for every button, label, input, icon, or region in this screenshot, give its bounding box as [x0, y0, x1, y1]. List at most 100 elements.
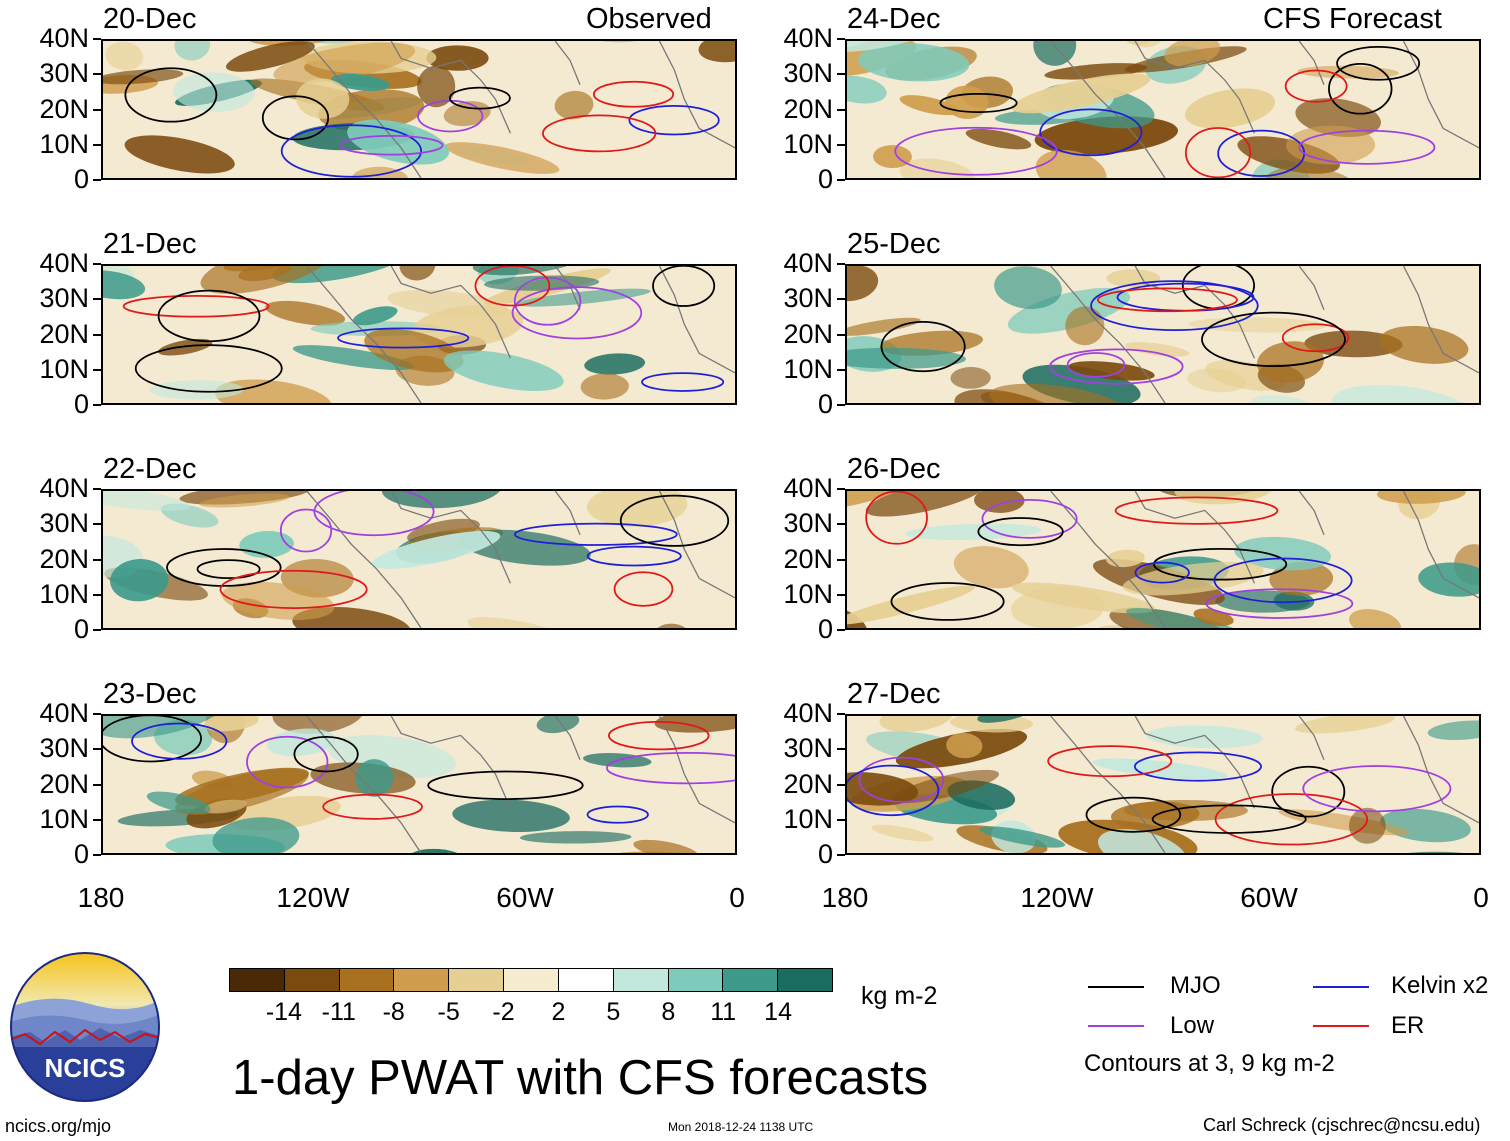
wave-contour: [1151, 804, 1307, 834]
footer-timestamp: Mon 2018-12-24 1138 UTC: [668, 1120, 814, 1134]
pwat-anomaly-blob: [351, 166, 409, 178]
pwat-anomaly-blob: [1348, 807, 1386, 844]
x-tick-label: 120W: [1020, 882, 1094, 913]
y-tick-label: 40N: [783, 248, 833, 278]
wave-contour: [157, 289, 261, 343]
pwat-anomaly-blob: [1065, 306, 1105, 346]
wave-contour: [586, 805, 649, 824]
y-tick-label: 10N: [39, 578, 89, 609]
coastline: [306, 41, 735, 178]
pwat-anomaly-blob: [272, 716, 366, 734]
y-tick-label: 10N: [39, 128, 89, 159]
pwat-anomaly-blob: [633, 839, 699, 853]
y-tick-label: 40N: [39, 473, 89, 503]
colorbar-swatch: [504, 969, 559, 991]
y-tick: [837, 143, 845, 146]
wave-contour: [890, 582, 1005, 621]
y-tick-label: 10N: [783, 353, 833, 384]
y-tick: [837, 854, 845, 856]
wave-contour: [1328, 63, 1393, 115]
wave-contour: [166, 548, 282, 587]
colorbar-label: 5: [606, 998, 621, 1026]
pwat-anomaly-blob: [158, 338, 213, 356]
pwat-anomaly-blob: [296, 78, 350, 119]
pwat-anomaly-blob: [858, 43, 970, 82]
colorbar-swatch: [339, 969, 395, 991]
legend-er-label: ER: [1391, 1012, 1425, 1039]
wave-contour: [1039, 108, 1143, 157]
pwat-anomaly-blob: [103, 270, 146, 300]
pwat-anomaly-blob: [989, 383, 1124, 403]
legend-low-line: [1088, 1025, 1144, 1027]
pwat-anomaly-blob: [977, 716, 1043, 723]
wave-contour: [1085, 796, 1182, 833]
pwat-anomaly-blob: [1187, 368, 1247, 393]
pwat-anomaly-blob: [946, 732, 983, 759]
pwat-anomaly-blob: [979, 826, 1066, 848]
wave-contour: [977, 517, 1064, 547]
y-tick-label: 20N: [783, 93, 833, 124]
pwat-anomaly-blob: [965, 128, 1032, 150]
y-tick-label: 30N: [39, 508, 89, 539]
pwat-anomaly-blob: [417, 65, 456, 108]
legend-er-line: [1313, 1025, 1369, 1027]
wave-contour: [641, 372, 725, 392]
y-tick: [837, 368, 845, 371]
pwat-anomaly-blob: [292, 345, 414, 370]
y-tick-label: 30N: [783, 508, 833, 539]
legend-mjo-label: MJO: [1170, 972, 1221, 999]
wave-contour: [339, 134, 444, 156]
pwat-anomaly-blob: [124, 135, 235, 174]
y-tick: [93, 558, 101, 561]
wave-contour: [542, 114, 657, 153]
pwat-anomaly-blob: [204, 716, 259, 732]
colorbar-units: kg m-2: [861, 982, 938, 1010]
x-tick-label: 0: [1473, 882, 1489, 913]
logo-text: NCICS: [45, 1053, 126, 1083]
legend-mjo-line: [1088, 986, 1144, 988]
pwat-anomaly-blob: [103, 716, 222, 739]
wave-contour: [613, 571, 674, 607]
wave-contour: [1281, 323, 1350, 353]
y-tick: [837, 713, 845, 715]
pwat-anomaly-blob: [698, 41, 735, 63]
wave-contour: [1271, 765, 1346, 818]
coastline: [1050, 266, 1479, 403]
y-tick-label: 40N: [39, 23, 89, 53]
pwat-anomaly-blob: [371, 530, 501, 569]
wave-contour: [1302, 765, 1452, 813]
pwat-anomaly-blob: [1092, 758, 1228, 780]
pwat-anomaly-blob: [1106, 549, 1145, 568]
colorbar-label: -11: [321, 998, 356, 1026]
pwat-anomaly-blob: [221, 581, 335, 620]
x-tick-label: 60W: [496, 882, 554, 913]
pwat-anomaly-blob: [149, 380, 244, 400]
y-tick: [837, 263, 845, 265]
y-tick-label: 10N: [39, 803, 89, 834]
pwat-anomaly-blob: [1097, 829, 1187, 853]
y-tick: [93, 854, 101, 856]
pwat-anomaly-blob: [1164, 41, 1221, 67]
wave-contour: [313, 491, 435, 537]
y-tick-label: 0: [73, 164, 89, 194]
colorbar-swatch: [668, 969, 724, 991]
y-tick: [93, 143, 101, 146]
panel-date: 27-Dec: [847, 678, 941, 710]
pwat-anomaly-blob: [1297, 65, 1399, 79]
pwat-anomaly-blob: [381, 491, 503, 509]
pwat-field: [847, 266, 1479, 403]
footer-url[interactable]: ncics.org/mjo: [5, 1116, 112, 1136]
pwat-anomaly-blob: [899, 95, 959, 116]
y-tick: [837, 179, 845, 181]
pwat-anomaly-blob: [355, 759, 394, 797]
pwat-anomaly-blob: [352, 306, 398, 326]
wave-contour: [1049, 348, 1184, 385]
y-tick: [93, 748, 101, 751]
coastline: [306, 491, 735, 628]
y-tick: [93, 783, 101, 786]
y-tick: [837, 748, 845, 751]
wave-contour: [293, 736, 359, 773]
wave-contour: [939, 92, 1018, 113]
wave-contour: [1114, 496, 1279, 525]
colorbar-label: 14: [764, 998, 792, 1026]
